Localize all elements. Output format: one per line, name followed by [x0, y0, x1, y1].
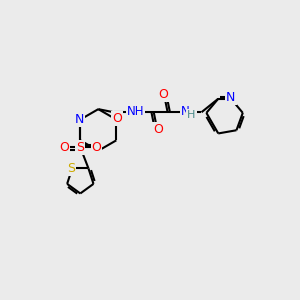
Text: O: O [158, 88, 168, 101]
Text: O: O [92, 141, 101, 154]
Text: N: N [226, 92, 236, 104]
Text: NH: NH [127, 105, 144, 118]
Text: O: O [59, 141, 69, 154]
Text: N: N [75, 113, 84, 126]
Text: S: S [68, 162, 75, 175]
Text: S: S [76, 141, 84, 154]
Text: O: O [112, 112, 122, 125]
Text: O: O [153, 123, 163, 136]
Text: H: H [187, 110, 196, 119]
Text: N: N [181, 105, 190, 118]
